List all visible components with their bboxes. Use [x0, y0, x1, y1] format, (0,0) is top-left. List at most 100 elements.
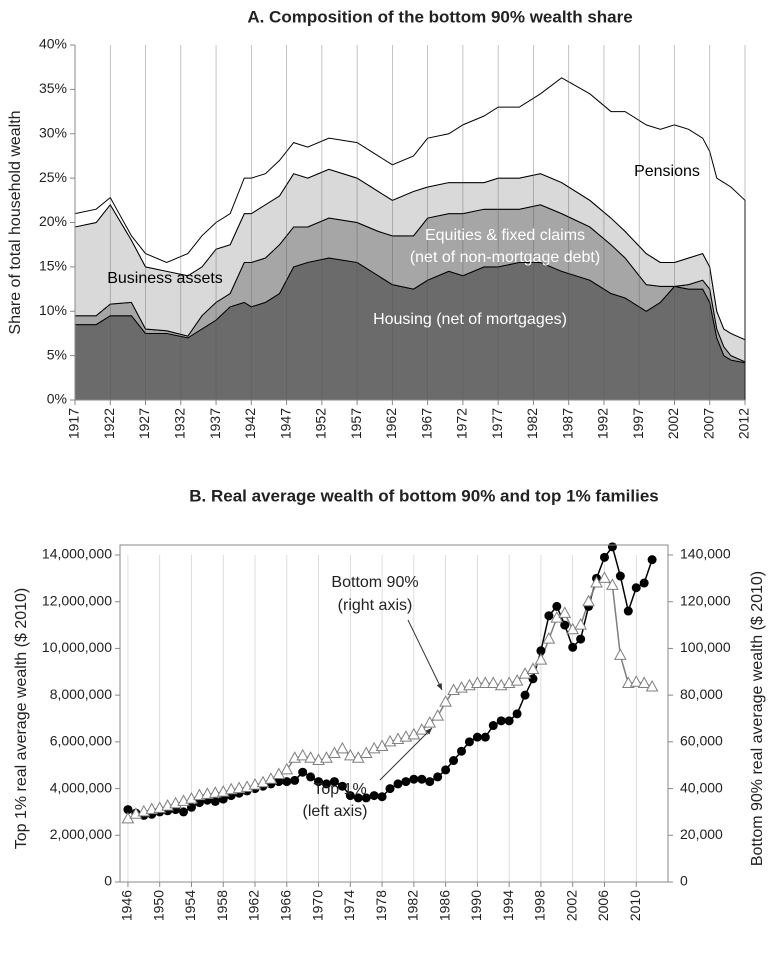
y-tick-label: 4,000,000	[50, 779, 112, 795]
y-tick-label: 10,000,000	[42, 639, 112, 655]
marker	[304, 751, 317, 763]
marker	[409, 774, 419, 784]
y-tick-label: 6,000,000	[50, 733, 112, 749]
marker	[631, 583, 641, 593]
marker	[582, 594, 595, 607]
marker	[534, 653, 548, 665]
series-label: Top 1%	[313, 781, 366, 798]
marker	[329, 777, 339, 787]
x-tick-label: 1978	[373, 890, 389, 921]
x-tick-label: 1946	[119, 890, 135, 921]
marker	[401, 777, 411, 787]
chart-title: A. Composition of the bottom 90% wealth …	[247, 7, 632, 26]
marker	[123, 805, 133, 815]
y-tick-label: 15%	[39, 258, 67, 274]
x-tick-label: 1990	[468, 890, 484, 921]
x-tick-label: 1992	[595, 408, 611, 439]
y-tick-label: 5%	[47, 346, 67, 362]
x-tick-label: 1952	[313, 408, 329, 439]
marker	[645, 679, 659, 692]
marker	[290, 775, 300, 785]
x-tick-label: 2010	[627, 890, 643, 921]
x-tick-label: 1974	[341, 890, 357, 921]
series-label: Business assets	[107, 270, 223, 287]
x-tick-label: 1950	[150, 890, 166, 921]
marker	[526, 662, 540, 674]
x-tick-label: 1994	[500, 890, 516, 921]
marker	[194, 798, 204, 808]
marker	[337, 781, 347, 791]
marker	[480, 732, 490, 742]
x-tick-label: 1977	[489, 408, 505, 439]
marker	[607, 542, 617, 552]
annotation: (net of non-mortgage debt)	[410, 249, 600, 266]
annotation: (left axis)	[303, 803, 368, 820]
marker	[606, 578, 619, 590]
plot-frame	[119, 544, 669, 883]
marker	[449, 756, 459, 766]
x-tick-label: 1970	[309, 890, 325, 921]
marker	[598, 571, 611, 583]
marker	[343, 748, 357, 761]
marker	[425, 777, 435, 787]
x-tick-label: 1972	[454, 408, 470, 439]
line	[127, 577, 653, 820]
marker	[472, 732, 482, 742]
x-tick-label: 1987	[559, 408, 575, 439]
y-tick-label: 40%	[39, 36, 67, 52]
marker	[623, 606, 633, 616]
y-tick-label: 12,000,000	[42, 592, 112, 608]
y-tick-label: 8,000,000	[50, 686, 112, 702]
marker	[576, 634, 586, 644]
x-tick-label: 1922	[101, 408, 117, 439]
marker	[431, 709, 445, 721]
x-tick-label: 1958	[214, 890, 230, 921]
marker	[637, 676, 651, 688]
marker	[520, 690, 530, 700]
y-tick-label: 35%	[39, 80, 67, 96]
arrow-head	[436, 683, 442, 690]
marker	[345, 791, 355, 801]
y2-tick-label: 100,000	[680, 639, 731, 655]
x-tick-label: 1942	[242, 408, 258, 439]
x-tick-label: 1967	[418, 408, 434, 439]
x-tick-label: 2007	[700, 408, 716, 439]
y-tick-label: 2,000,000	[50, 826, 112, 842]
marker	[615, 571, 625, 581]
marker	[314, 777, 324, 787]
marker	[417, 774, 427, 784]
marker	[599, 552, 609, 562]
marker	[385, 784, 395, 794]
y2-tick-label: 140,000	[680, 546, 731, 562]
series-label: Bottom 90%	[331, 574, 418, 591]
marker	[377, 792, 387, 802]
marker	[179, 807, 189, 817]
marker	[558, 606, 572, 618]
marker	[568, 642, 578, 652]
marker	[629, 675, 643, 687]
marker	[574, 618, 587, 630]
marker	[496, 716, 506, 726]
marker	[321, 779, 331, 789]
y2-tick-label: 40,000	[680, 779, 723, 795]
y-axis-label: Top 1% real average wealth ($ 2010)	[13, 588, 30, 850]
marker	[296, 748, 310, 761]
y-tick-label: 0	[104, 873, 112, 889]
y-tick-label: 10%	[39, 302, 67, 318]
x-tick-label: 2002	[665, 408, 681, 439]
marker	[510, 674, 524, 686]
marker	[282, 777, 292, 787]
x-tick-label: 2012	[736, 408, 752, 439]
marker	[210, 796, 220, 806]
marker	[488, 721, 498, 731]
arrow-head	[425, 728, 432, 735]
marker	[464, 737, 474, 747]
series-label: Equities & fixed claims	[425, 227, 585, 244]
marker	[441, 765, 451, 775]
arrow	[407, 619, 443, 691]
marker	[639, 578, 649, 588]
x-tick-label: 1957	[348, 408, 364, 439]
marker	[647, 555, 657, 565]
marker	[478, 676, 492, 688]
x-tick-label: 1982	[405, 890, 421, 921]
